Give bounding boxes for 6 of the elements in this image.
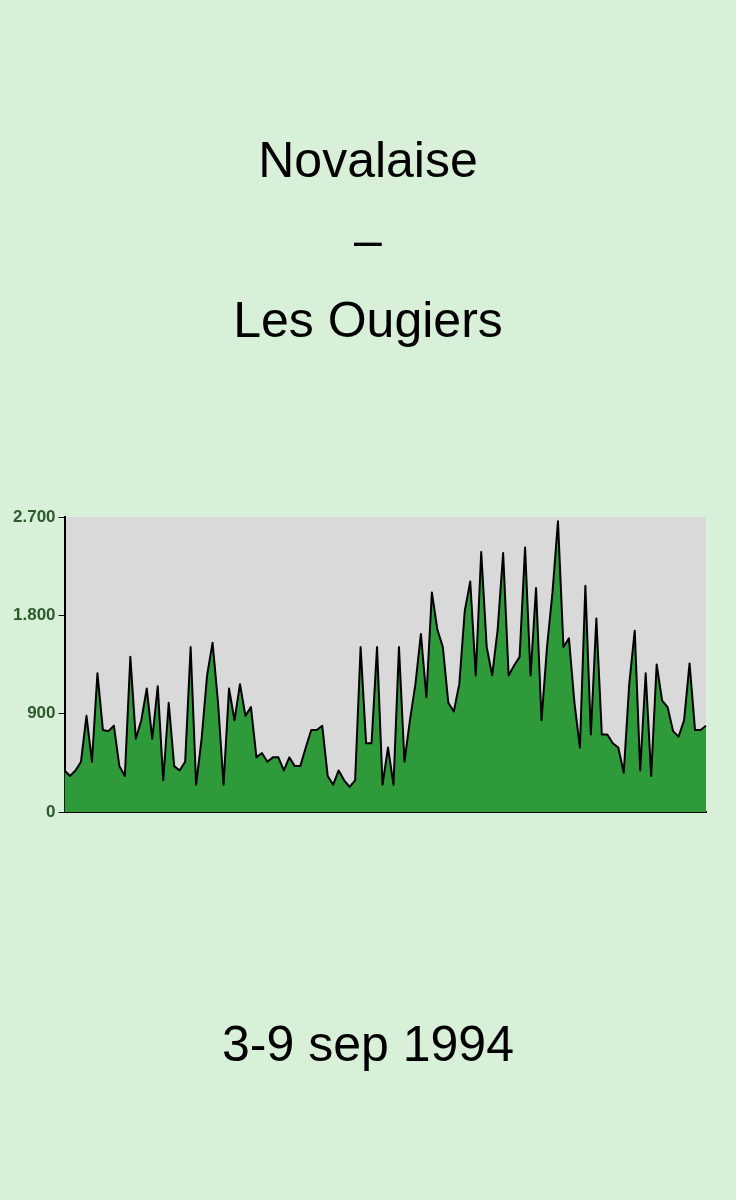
y-tick-label: 2.700 <box>12 506 56 526</box>
text: 3-9 sep 1994 <box>221 1015 515 1073</box>
y-tick-label: 0 <box>46 801 56 821</box>
chart-title: Novalaise – Les Ougiers <box>233 132 503 348</box>
y-tick-label: 1.800 <box>12 605 56 625</box>
y-tick-label: 900 <box>27 703 56 723</box>
